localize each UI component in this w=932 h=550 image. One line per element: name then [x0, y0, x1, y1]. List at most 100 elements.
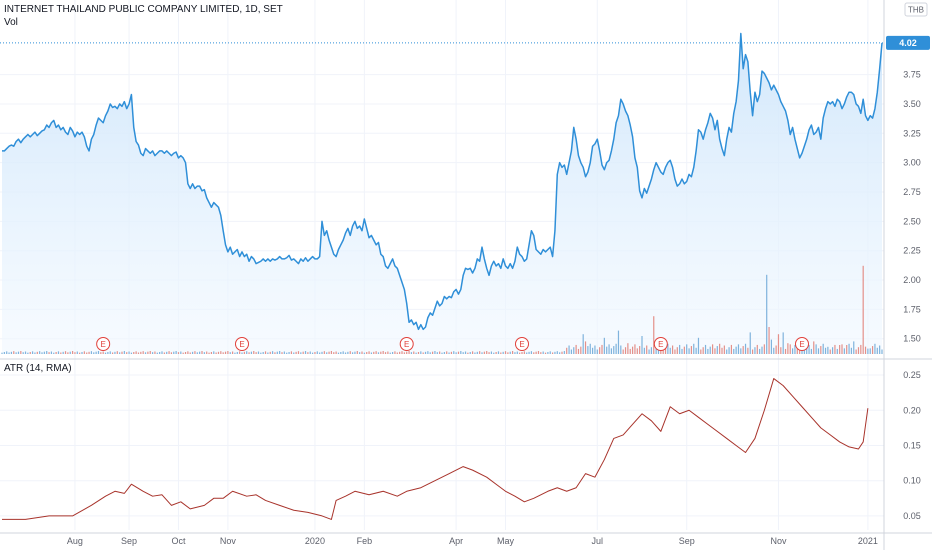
volume-bar	[10, 351, 13, 354]
volume-bar	[740, 348, 742, 354]
volume-bar	[457, 351, 460, 354]
volume-bar	[716, 346, 718, 354]
currency-label: THB	[908, 6, 924, 15]
volume-bar	[6, 351, 8, 354]
volume-bar	[93, 352, 95, 354]
volume-bar	[434, 351, 436, 354]
volume-bar	[855, 349, 857, 354]
volume-bar	[728, 347, 730, 354]
volume-bar	[639, 346, 641, 354]
volume-layer	[1, 265, 883, 354]
volume-bar	[674, 349, 676, 354]
volume-bar	[48, 352, 50, 354]
earnings-letter: E	[658, 340, 663, 349]
volume-bar	[846, 345, 848, 354]
volume-bar	[269, 351, 271, 354]
volume-bar	[622, 349, 624, 354]
atr-title: ATR (14, RMA)	[4, 363, 72, 374]
volume-bar	[323, 351, 325, 354]
volume-bar	[829, 349, 831, 354]
volume-bar	[648, 349, 650, 354]
volume-bar	[676, 347, 678, 354]
volume-bar	[361, 351, 363, 354]
volume-bar	[347, 351, 349, 354]
volume-bar	[879, 345, 881, 354]
volume-bar	[824, 347, 827, 354]
volume-bar	[467, 352, 469, 354]
time-tick-label: 2020	[305, 536, 325, 546]
volume-bar	[406, 351, 408, 354]
volume-bar	[166, 351, 168, 354]
volume-bar	[460, 351, 462, 354]
price-tick-label: 1.50	[903, 334, 921, 344]
volume-bar	[867, 348, 869, 354]
volume-bar	[111, 352, 114, 354]
volume-bar	[88, 351, 90, 354]
volume-bar	[314, 352, 316, 354]
volume-bar	[601, 344, 603, 354]
volume-bar	[841, 344, 843, 354]
volume-bar	[526, 352, 528, 354]
price-tick-label: 3.25	[903, 128, 921, 138]
volume-bar	[497, 351, 500, 354]
earnings-letter: E	[404, 340, 409, 349]
volume-bar	[483, 351, 485, 354]
volume-bar	[293, 352, 295, 354]
volume-bar	[777, 334, 780, 354]
volume-bar	[144, 352, 147, 354]
volume-bar	[74, 352, 76, 354]
volume-bar	[679, 344, 681, 354]
volume-bar	[864, 346, 867, 354]
volume-bar	[596, 349, 598, 354]
volume-bar	[643, 347, 645, 354]
volume-bar	[582, 334, 584, 354]
volume-bar	[196, 352, 198, 354]
volume-bar	[577, 348, 580, 354]
earnings-circle	[235, 337, 249, 351]
volume-bar	[340, 352, 342, 354]
volume-bar	[502, 351, 504, 354]
volume-bar	[431, 351, 434, 354]
volume-bar	[759, 348, 761, 354]
volume-bar	[424, 351, 427, 354]
volume-bar	[121, 351, 123, 354]
volume-bar	[34, 352, 36, 354]
volume-bar	[540, 352, 542, 354]
volume-bar	[573, 347, 575, 354]
volume-bar	[751, 349, 754, 354]
time-tick-label: Oct	[171, 536, 186, 546]
volume-bar	[490, 351, 493, 354]
volume-bar	[114, 351, 116, 354]
volume-bar	[203, 352, 205, 354]
volume-bar	[311, 352, 314, 354]
volume-bar	[180, 351, 182, 354]
volume-bar	[161, 351, 163, 354]
volume-bar	[257, 351, 260, 354]
price-area	[2, 33, 882, 355]
volume-bar	[667, 343, 669, 354]
earnings-badge: E	[795, 337, 809, 351]
volume-bar	[55, 352, 57, 354]
volume-bar	[177, 352, 180, 354]
volume-bar	[31, 351, 34, 354]
volume-bar	[857, 347, 860, 354]
volume-bar	[208, 352, 210, 354]
volume-bar	[344, 352, 347, 354]
volume-bar	[709, 346, 711, 354]
volume-bar	[521, 352, 523, 354]
volume-bar	[511, 351, 514, 354]
volume-bar	[690, 346, 693, 354]
volume-bar	[234, 352, 236, 354]
volume-bar	[173, 351, 175, 354]
volume-bar	[664, 345, 667, 354]
volume-bar	[46, 351, 48, 354]
volume-bar	[599, 347, 601, 354]
volume-bar	[523, 351, 525, 354]
earnings-badge: E	[515, 337, 529, 351]
volume-bar	[81, 352, 83, 354]
volume-bar	[387, 351, 389, 354]
volume-bar	[295, 351, 297, 354]
volume-bar	[319, 352, 321, 354]
volume-bar	[730, 344, 733, 354]
